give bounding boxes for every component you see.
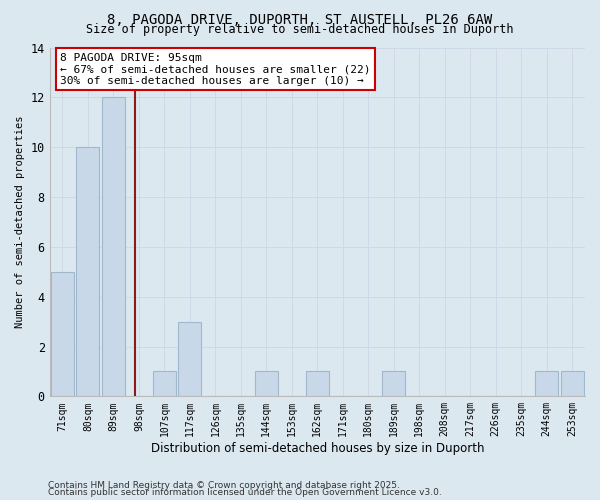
Bar [51,272,74,396]
Text: Contains public sector information licensed under the Open Government Licence v3: Contains public sector information licen… [48,488,442,497]
Bar [178,322,202,396]
Bar [535,372,558,396]
Bar [561,372,584,396]
X-axis label: Distribution of semi-detached houses by size in Duporth: Distribution of semi-detached houses by … [151,442,484,455]
Bar [255,372,278,396]
Bar [153,372,176,396]
Text: 8 PAGODA DRIVE: 95sqm
← 67% of semi-detached houses are smaller (22)
30% of semi: 8 PAGODA DRIVE: 95sqm ← 67% of semi-deta… [61,52,371,86]
Bar [102,98,125,397]
Bar [382,372,405,396]
Bar [306,372,329,396]
Text: 8, PAGODA DRIVE, DUPORTH, ST AUSTELL, PL26 6AW: 8, PAGODA DRIVE, DUPORTH, ST AUSTELL, PL… [107,12,493,26]
Text: Size of property relative to semi-detached houses in Duporth: Size of property relative to semi-detach… [86,22,514,36]
Bar [76,147,100,396]
Text: Contains HM Land Registry data © Crown copyright and database right 2025.: Contains HM Land Registry data © Crown c… [48,480,400,490]
Y-axis label: Number of semi-detached properties: Number of semi-detached properties [15,116,25,328]
